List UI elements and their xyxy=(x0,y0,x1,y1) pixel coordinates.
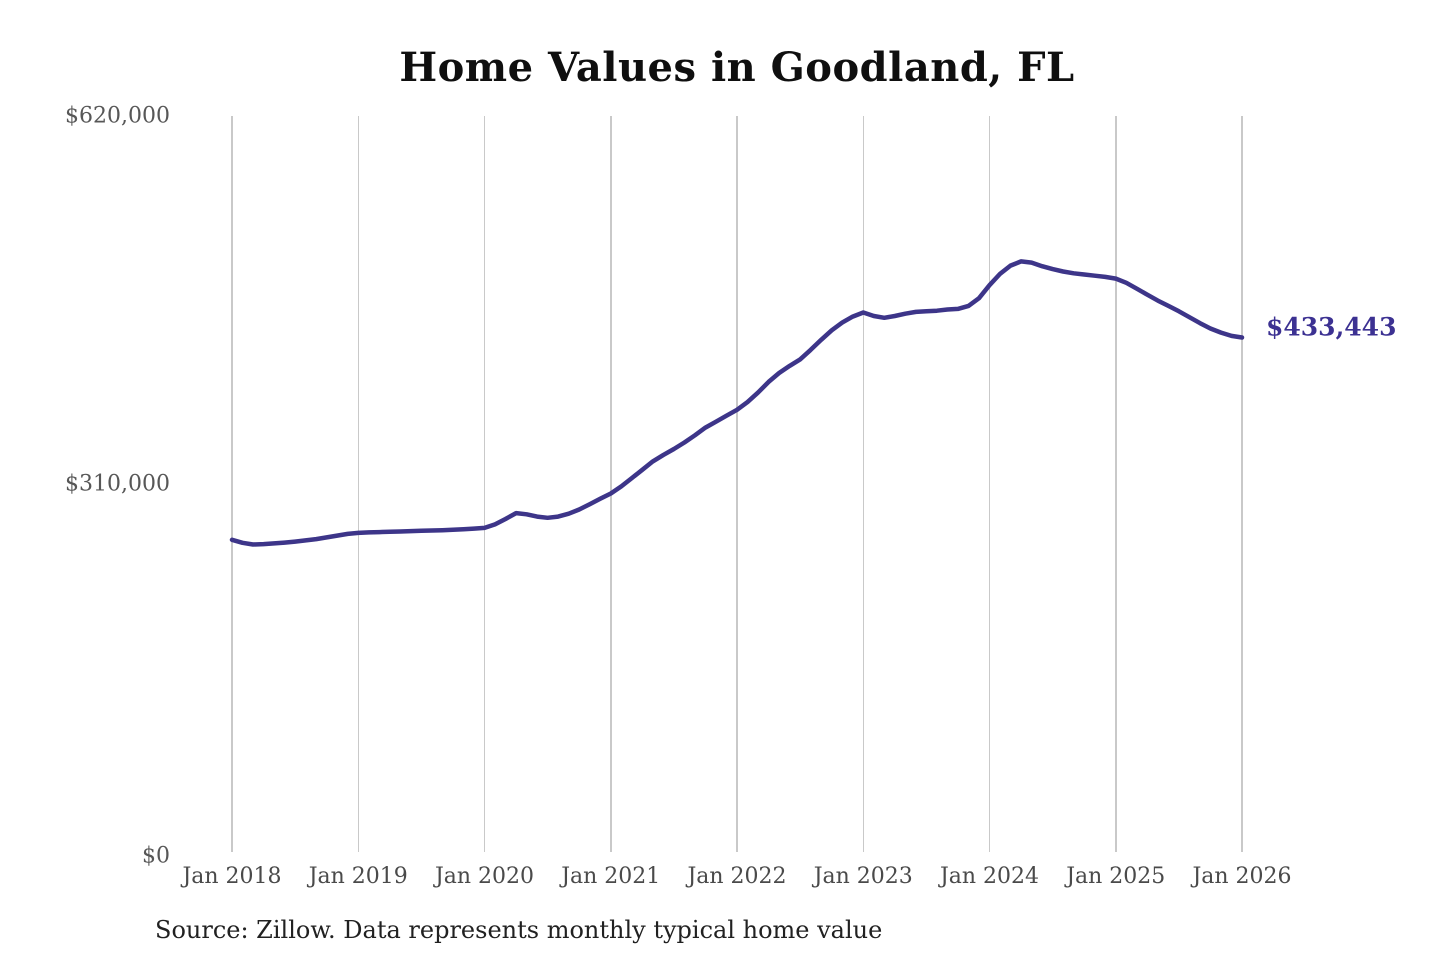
gridline xyxy=(1241,116,1243,852)
gridline xyxy=(231,116,233,852)
x-axis-label: Jan 2022 xyxy=(687,864,787,889)
gridline xyxy=(357,116,359,852)
x-axis-label: Jan 2021 xyxy=(561,864,661,889)
x-axis-label: Jan 2019 xyxy=(308,864,408,889)
y-axis-label-620000: $620,000 xyxy=(65,103,170,129)
y-axis-label-310000: $310,000 xyxy=(65,471,170,497)
y-axis-label-0: $0 xyxy=(142,843,170,869)
source-note: Source: Zillow. Data represents monthly … xyxy=(155,916,883,944)
gridline xyxy=(862,116,864,852)
latest-value-label: $433,443 xyxy=(1266,312,1397,342)
gridline xyxy=(988,116,991,852)
x-axis-label: Jan 2024 xyxy=(939,864,1040,889)
x-axis-label: Jan 2020 xyxy=(434,864,535,889)
gridline xyxy=(1115,116,1117,852)
x-axis-label: Jan 2025 xyxy=(1066,864,1166,889)
gridline xyxy=(610,116,612,852)
x-axis-label: Jan 2018 xyxy=(182,864,282,889)
chart-title: Home Values in Goodland, FL xyxy=(399,44,1075,91)
x-axis-label: Jan 2026 xyxy=(1192,864,1292,889)
gridline xyxy=(483,116,486,852)
x-axis-label: Jan 2023 xyxy=(813,864,913,889)
gridline xyxy=(736,116,738,852)
